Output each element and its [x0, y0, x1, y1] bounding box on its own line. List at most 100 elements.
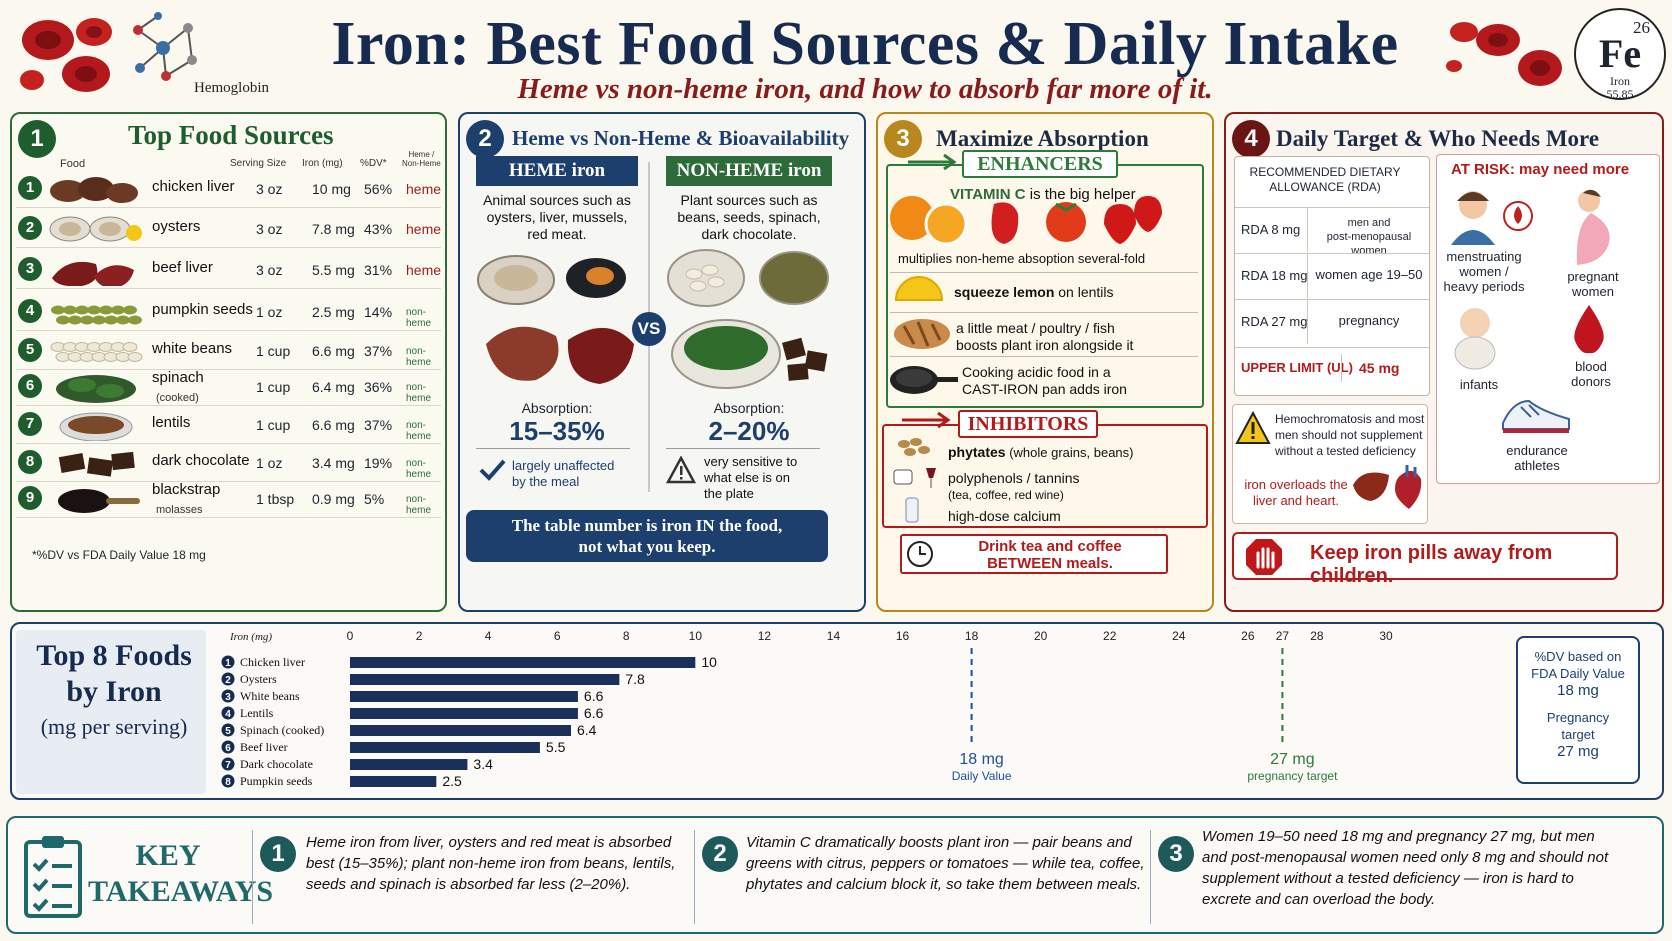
chart-title: Top 8 Foods by Iron	[36, 639, 192, 708]
bar-rank-marker	[221, 689, 235, 703]
rda-value: RDA 18 mg	[1241, 268, 1308, 283]
bar	[350, 691, 578, 702]
takeaway-3: Women 19–50 need 18 mg and pregnancy 27 …	[1202, 828, 1609, 908]
enhancers-label: ENHANCERS	[962, 150, 1118, 178]
divider	[890, 272, 1198, 273]
data-label: 5.5	[546, 739, 566, 755]
dv-legend-box: %DV based on FDA Daily Value 18 mg Pregna…	[1516, 636, 1640, 784]
daily-value-percent: 31%	[364, 262, 393, 278]
citrus-peppers-tomatoes-icon	[890, 196, 1162, 246]
takeaway-1: Heme iron from liver, oysters and red me…	[306, 834, 676, 893]
axis-label: Iron (mg)	[229, 631, 272, 643]
panel-daily-target: 4 Daily Target & Who Needs More RECOMMEN…	[1224, 112, 1664, 612]
row-number: 9	[18, 486, 42, 510]
risk-blood-donors: blood donors	[1571, 359, 1611, 389]
inhibitor-polyphenols: polyphenols / tannins (tea, coffee, red w…	[948, 470, 1080, 502]
panel-number: 3	[884, 120, 922, 158]
enhancer-cast-iron: Cooking acidic food in a CAST-IRON pan ad…	[962, 364, 1127, 397]
daily-value-percent: 43%	[364, 221, 393, 237]
rda-group: men and post-menopausal women	[1326, 217, 1412, 257]
panel-title: Daily Target & Who Needs More	[1276, 126, 1600, 151]
risk-menstruating: menstruating women / heavy periods	[1443, 249, 1525, 294]
bar-rank-marker	[221, 706, 235, 720]
bar-rank-marker	[221, 774, 235, 788]
rda-value: RDA 27 mg	[1241, 314, 1308, 329]
rda-row: RDA 27 mg pregnancy	[1235, 299, 1429, 344]
data-label: 6.4	[577, 722, 597, 738]
serving-size: 1 oz	[256, 304, 283, 320]
lemon-icon	[894, 276, 944, 301]
tick-label: 16	[896, 629, 910, 643]
blood-drop-icon	[1574, 305, 1604, 354]
category-label: White beans	[240, 689, 300, 703]
daily-value-percent: 37%	[364, 343, 393, 359]
row-number: 6	[18, 374, 42, 398]
tick-label: 26	[1241, 629, 1255, 643]
chart-panel: Top 8 Foods by Iron (mg per serving) Iron…	[10, 622, 1664, 800]
element-symbol: Fe	[1598, 31, 1642, 76]
col-food: Food	[60, 158, 86, 170]
baby-icon	[1454, 308, 1496, 370]
divider	[890, 312, 1198, 313]
serving-size: 3 oz	[256, 221, 283, 237]
tick-label: 14	[827, 629, 841, 643]
page-title: Iron: Best Food Sources & Daily Intake	[331, 10, 1399, 78]
rda-row: RDA 8 mg men and post-menopausal women	[1235, 207, 1429, 257]
divider	[1341, 354, 1342, 382]
heme-absorption-value: 15–35%	[509, 416, 605, 446]
bar-rank-marker	[221, 655, 235, 669]
inhibitor-phytates: phytates (whole grains, beans)	[948, 444, 1134, 460]
nonheme-absorption-value: 2–20%	[708, 416, 790, 446]
ul-label: UPPER LIMIT (UL)	[1241, 360, 1353, 375]
tick-label: 12	[758, 629, 772, 643]
bar-rank-marker	[221, 672, 235, 686]
cast-iron-pan-icon	[890, 366, 958, 394]
tick-label: 28	[1310, 629, 1324, 643]
table-row: 8 dark chocolate 1 oz 3.4 mg 19% non-heme	[16, 444, 441, 482]
tip-text: Drink tea and coffee BETWEEN meals.	[978, 538, 1122, 572]
bar-rank-marker	[221, 740, 235, 754]
element-weight: 55.85	[1606, 87, 1634, 101]
warning-icon	[666, 456, 696, 484]
vitamin-c-note: multiplies non-heme absoption several-fo…	[898, 251, 1146, 266]
food-name: dark chocolate	[152, 452, 250, 469]
bar-rank-number: 6	[225, 743, 231, 754]
checkmark-icon	[479, 459, 506, 481]
bar	[350, 674, 620, 685]
panel2-banner: The table number is iron IN the food, not…	[466, 510, 828, 562]
row-number: 8	[18, 450, 42, 474]
serving-size: 3 oz	[256, 262, 283, 278]
bar-rank-number: 7	[225, 760, 231, 771]
table-row: 1 chicken liver 3 oz 10 mg 56% heme	[16, 170, 441, 208]
at-risk-box: AT RISK: may need more menstruating women…	[1436, 154, 1660, 484]
iron-bar-chart: Iron (mg) 0 2 4 6 8 10 12 14 16 18 20 22 24 26 27 28 3018…	[221, 629, 1393, 789]
bar-rank-marker	[221, 723, 235, 737]
key-takeaways-panel: KEY TAKEAWAYS 1 Heme iron from liver, oys…	[6, 816, 1664, 934]
chart-subtitle: (mg per serving)	[40, 714, 188, 739]
iron-amount: 3.4 mg	[312, 455, 355, 471]
divider	[1307, 254, 1308, 298]
iron-type: heme	[406, 221, 442, 237]
rda-header: RECOMMENDED DIETARY ALLOWANCE (RDA)	[1249, 165, 1401, 194]
bar-rank-number: 8	[225, 777, 231, 788]
col-serving: Serving Size	[230, 158, 287, 169]
row-number: 1	[18, 176, 42, 200]
overload-text: iron overloads the liver and heart.	[1244, 477, 1348, 508]
panel-heme-vs-nonheme: 2 Heme vs Non-Heme & Bioavailability HEM…	[458, 112, 866, 612]
col-type: Heme / Non-Heme	[402, 150, 441, 168]
daily-value-percent: 19%	[364, 455, 393, 471]
iron-element-tile: 26 Fe Iron 55.85	[1574, 8, 1666, 101]
woman-icon	[1451, 191, 1495, 245]
warning-icon	[1235, 411, 1271, 444]
food-name: blackstrap	[152, 481, 221, 498]
upper-limit-row: UPPER LIMIT (UL) 45 mg	[1235, 347, 1429, 391]
page-subtitle: Heme vs non-heme iron, and how to absorb…	[517, 73, 1213, 105]
row-number: 4	[18, 299, 42, 323]
category-label: Pumpkin seeds	[240, 774, 313, 788]
iron-type: heme	[406, 181, 442, 197]
iron-amount: 5.5 mg	[312, 262, 355, 278]
data-label: 7.8	[625, 671, 645, 687]
bar	[350, 725, 572, 736]
checklist-icon	[24, 836, 82, 918]
table-row: 7 lentils 1 cup 6.6 mg 37% non-heme	[16, 406, 441, 444]
